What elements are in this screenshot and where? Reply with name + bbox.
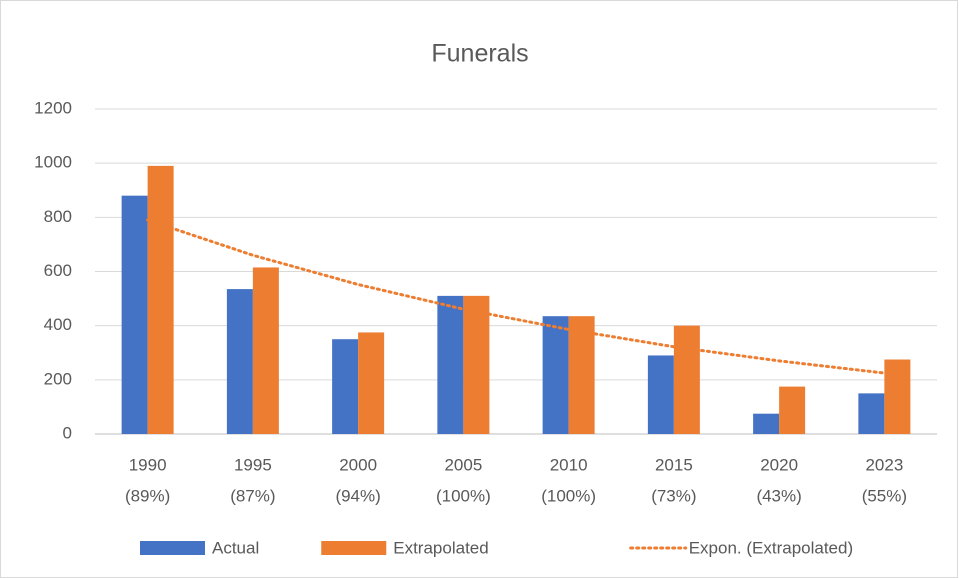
x-tick-label: (100%) [436,486,491,505]
x-tick-label: (87%) [230,486,275,505]
bar [568,316,595,434]
bar [252,267,279,434]
x-tick-label: (43%) [756,486,801,505]
trend-line [146,218,886,375]
bar [647,355,674,434]
x-tick-label: (94%) [335,486,380,505]
x-tick-label: 1990 [129,455,167,474]
chart-title: Funerals [431,40,528,68]
bar [358,332,385,434]
legend-swatch [321,541,387,555]
bar [226,289,253,434]
y-tick-label: 1000 [34,153,72,172]
bar [753,413,780,434]
x-tick-label: 1995 [234,455,272,474]
bar [779,386,806,434]
bar [673,325,700,434]
x-tick-label: 2015 [655,455,693,474]
legend-label: Extrapolated [393,538,488,557]
legend-label: Actual [212,538,259,557]
x-tick-label: 2023 [865,455,903,474]
x-tick-label: (89%) [125,486,170,505]
bar [542,316,569,434]
bar [332,339,359,434]
bar [858,393,885,434]
y-tick-label: 400 [44,315,72,334]
y-tick-label: 0 [63,423,72,442]
x-tick-label: (100%) [541,486,596,505]
x-tick-label: (55%) [862,486,907,505]
x-tick-label: 2010 [550,455,588,474]
x-tick-label: 2000 [339,455,377,474]
bar [463,295,490,434]
bar [437,295,464,434]
legend-swatch [140,541,205,555]
bar [884,359,911,434]
y-tick-label: 600 [44,261,72,280]
bar [147,165,174,434]
bar [121,195,148,434]
legend-label: Expon. (Extrapolated) [689,538,853,557]
x-tick-label: (73%) [651,486,696,505]
y-tick-label: 200 [44,369,72,388]
y-tick-label: 1200 [34,98,72,117]
x-tick-label: 2005 [444,455,482,474]
y-tick-label: 800 [44,207,72,226]
x-tick-label: 2020 [760,455,798,474]
